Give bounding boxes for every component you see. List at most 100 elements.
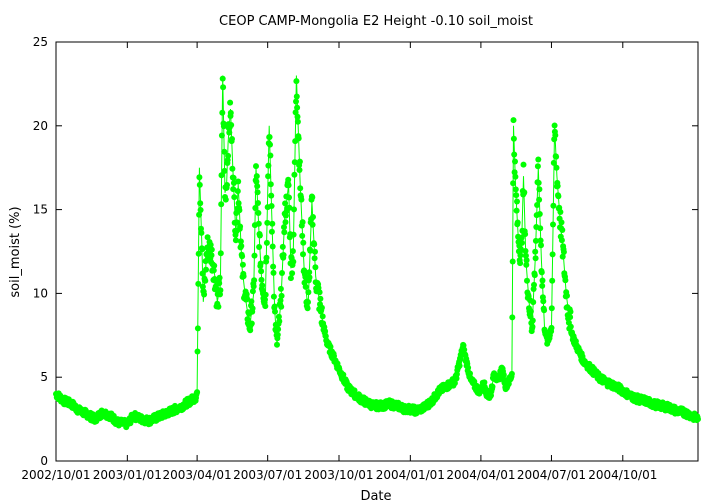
data-point [534, 163, 541, 170]
data-point [538, 242, 544, 249]
data-point [529, 323, 536, 330]
plot-border [55, 41, 699, 462]
data-point [282, 219, 289, 226]
data-point [522, 248, 529, 254]
data-point [234, 188, 241, 195]
data-point [279, 243, 286, 250]
data-point [311, 241, 318, 248]
data-point [531, 281, 537, 288]
y-tick-label: 10 [33, 286, 48, 300]
data-point [202, 277, 209, 284]
data-point [267, 152, 274, 159]
data-point [211, 262, 218, 269]
data-point [230, 186, 237, 193]
data-point [270, 293, 277, 300]
data-point [221, 167, 228, 174]
data-point [227, 99, 234, 106]
data-point [290, 258, 297, 265]
data-point [219, 75, 226, 82]
data-point [228, 122, 235, 128]
data-point [509, 258, 516, 265]
data-point [275, 313, 282, 320]
data-point [564, 292, 570, 299]
data-point [234, 219, 240, 226]
data-point [258, 268, 265, 275]
data-point [481, 379, 488, 386]
data-point [251, 252, 258, 259]
data-point [562, 277, 569, 284]
data-point [532, 248, 539, 255]
data-point [253, 178, 260, 185]
data-point [291, 159, 298, 166]
data-point [282, 200, 289, 207]
data-point [254, 183, 261, 190]
data-point [553, 164, 560, 171]
data-point [530, 299, 537, 306]
data-point [194, 348, 201, 355]
data-point [267, 181, 274, 188]
data-point [465, 364, 472, 371]
y-tick-label: 25 [33, 35, 48, 49]
data-point [554, 183, 561, 189]
data-point [298, 196, 305, 203]
data-point [281, 229, 288, 236]
data-point [510, 117, 517, 124]
data-point [210, 267, 217, 274]
plot-frame [55, 41, 699, 462]
data-points [53, 75, 701, 431]
data-point [276, 318, 283, 325]
data-point [312, 264, 319, 271]
data-point [522, 231, 529, 238]
data-point [235, 200, 242, 207]
data-point [269, 220, 276, 227]
data-point [522, 252, 529, 259]
data-point [535, 179, 542, 186]
data-point [265, 173, 272, 180]
data-point [309, 194, 316, 201]
data-point [290, 231, 297, 238]
data-point [282, 212, 289, 219]
data-point [531, 272, 538, 279]
data-point [244, 295, 251, 302]
data-point [304, 305, 311, 312]
data-point [296, 167, 303, 173]
data-point [560, 249, 567, 255]
y-tick-label: 0 [40, 454, 48, 468]
data-point [217, 287, 224, 294]
data-point [201, 291, 208, 298]
data-point [514, 219, 521, 226]
x-tick-label: 2003/04/01 [163, 468, 232, 482]
data-point [279, 270, 285, 276]
data-point [293, 93, 300, 100]
data-point [203, 266, 209, 273]
data-point [251, 277, 258, 284]
data-point [453, 375, 460, 382]
data-point [302, 283, 309, 290]
data-point [269, 243, 276, 250]
x-tick-label: 2004/04/01 [446, 468, 515, 482]
data-point [247, 327, 254, 334]
data-point [255, 220, 262, 227]
data-point [285, 176, 292, 183]
data-point [558, 237, 565, 244]
data-point [229, 165, 236, 172]
data-point [294, 104, 301, 111]
data-point [227, 109, 234, 116]
data-point [510, 180, 517, 187]
data-point [199, 246, 206, 253]
y-axis-title: soil_moist (%) [8, 206, 23, 297]
data-point [224, 182, 230, 188]
data-point [536, 186, 543, 193]
data-point [215, 303, 222, 310]
data-point [307, 247, 314, 254]
data-point [204, 234, 211, 241]
data-point [552, 132, 559, 139]
data-point [208, 246, 215, 253]
data-point [256, 232, 263, 239]
data-point [229, 136, 235, 142]
x-tick-label: 2003/10/01 [304, 468, 373, 482]
x-tick-label: 2004/07/01 [517, 468, 586, 482]
data-point [340, 371, 347, 378]
data-point [254, 189, 261, 196]
chart-title: CEOP CAMP-Mongolia E2 Height -0.10 soil_… [219, 14, 533, 29]
